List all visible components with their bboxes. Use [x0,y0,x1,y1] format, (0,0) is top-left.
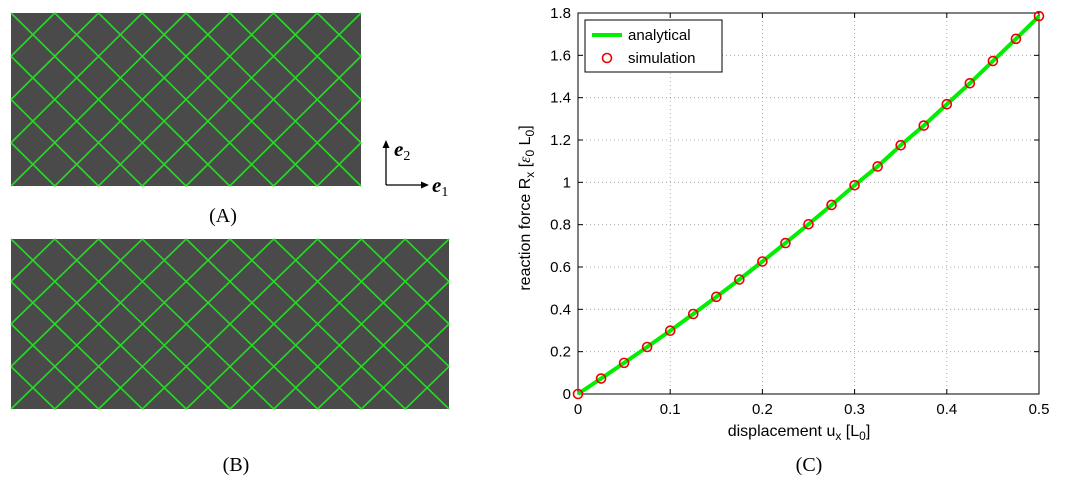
panel-a-caption: (A) [209,205,237,227]
panel-b-strut-17 [54,238,231,410]
panel-a-strut-17 [141,12,318,187]
simulation-point [710,291,722,303]
simulation-point [734,274,745,285]
e2-label: e2 [394,137,410,164]
x-tick-label: 0.4 [936,401,957,418]
simulation-point [687,308,699,320]
panel-b-strut-14 [10,323,100,410]
simulation-point [595,373,607,384]
panel-a-strut-19 [229,12,362,144]
y-axis-label: reaction force Rx [ε0 L0] [517,125,537,290]
y-tick-label: 0 [563,386,571,403]
y-tick-label: 0.2 [550,344,571,361]
ticks: 0 0.1 0.2 0.3 0.4 0.5 0 0.2 0.4 0.6 0.8 1 1.2 1.4 1.6 1… [550,5,1049,418]
panel-b-caption: (B) [223,454,250,476]
simulation-point [572,388,584,400]
y-tick-label: 1.4 [550,90,571,107]
panel-b-strut-18 [98,238,275,410]
y-tick-label: 1.6 [550,47,571,64]
simulation-point [641,341,653,353]
y-tick-label: 1.8 [550,5,571,22]
panel-b-strut-20 [185,238,362,410]
e1-label: e1 [432,173,448,200]
plot-area [578,13,1039,394]
panel-a-strut-13 [10,55,143,187]
coordinate-axes-glyph: e2 e1 [382,137,448,200]
panel-a-lattice [10,12,362,187]
panel-b-strut-25 [404,238,450,283]
panel-c-caption: (C) [796,454,823,476]
x-tick-label: 0 [574,401,582,418]
simulation-point [757,256,768,267]
panel-a-strut-20 [272,12,362,101]
panel-b-strut-19 [141,238,319,410]
legend-analytical-label: analytical [628,27,691,44]
panel-b-strut-21 [229,238,406,410]
y-tick-label: 0.6 [550,259,571,276]
panel-a-strut-11 [10,142,56,187]
x-tick-label: 0.2 [752,401,773,418]
panel-a-strut-21 [316,12,362,57]
y-tick-label: 0.8 [550,217,571,234]
simulation-point [664,325,676,337]
panel-a [10,12,362,187]
simulation-point [803,218,814,230]
panel-b-strut-15 [10,280,143,410]
y-tick-label: 0.4 [550,301,571,318]
legend-simulation-label: simulation [628,50,696,67]
simulation-point [826,199,837,211]
panel-a-strut-12 [10,98,100,187]
x-axis-label: displacement ux [L0] [728,423,871,443]
e1-arrow-head [421,181,429,189]
x-tick-label: 0.3 [844,401,865,418]
panel-b-lattice [10,238,450,410]
panel-a-strut-16 [97,12,275,187]
panel-b-strut-24 [360,238,450,325]
plot-frame [577,12,1040,395]
legend: analytical simulation [584,19,723,73]
panel-b-strut-22 [273,238,450,410]
panel-b-strut-23 [317,238,450,368]
panel-a-strut-14 [10,12,187,187]
series [572,10,1045,400]
simulation-point [1033,10,1045,22]
legend-simulation-swatch [601,52,613,64]
x-tick-label: 0.5 [1029,401,1050,418]
simulation-point [780,237,791,249]
x-tick-label: 0.1 [660,401,681,418]
simulation-point [618,357,630,369]
panel-b [10,238,450,410]
simulation-point [941,98,953,110]
legend-box [584,19,723,73]
simulation-point [1010,33,1022,45]
panel-a-strut-18 [185,12,362,187]
panel-b-strut-16 [10,238,187,410]
panel-a-strut-15 [54,12,231,187]
simulation-point [964,77,976,89]
simulation-point [918,120,930,131]
simulation-point [872,161,883,172]
simulation-point [895,139,907,151]
simulation-point [987,55,999,67]
y-tick-label: 1 [563,174,571,191]
panel-c-chart: 0 0.1 0.2 0.3 0.4 0.5 0 0.2 0.4 0.6 0.8 1 1.2 1.4 1.6 1… [517,5,1049,443]
series-analytical-line [576,14,1041,396]
simulation-point [849,179,860,191]
panel-b-strut-13 [10,365,56,410]
e2-arrow-head [382,140,390,148]
y-tick-label: 1.2 [550,132,571,149]
